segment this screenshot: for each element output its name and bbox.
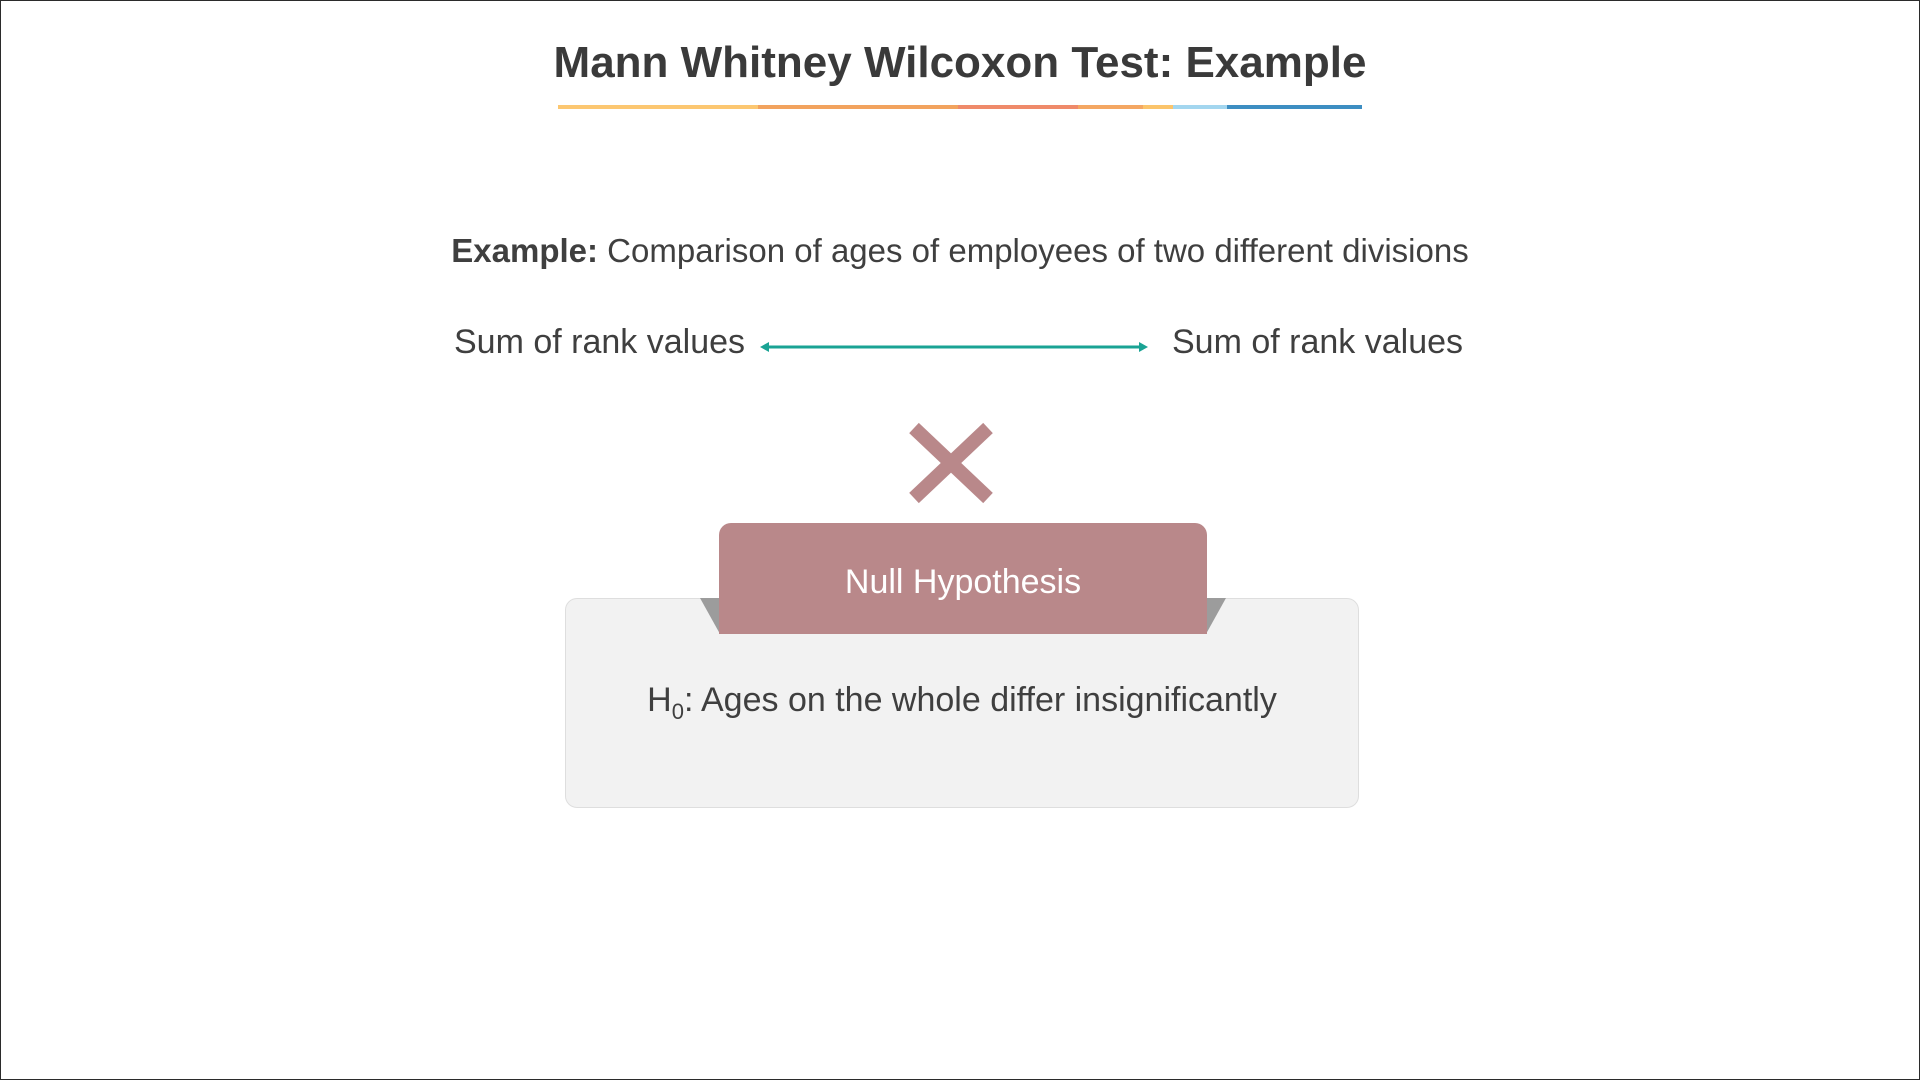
rank-sum-right-label: Sum of rank values <box>1172 323 1464 361</box>
hypothesis-subscript: 0 <box>671 699 684 724</box>
example-text: Comparison of ages of employees of two d… <box>598 232 1469 269</box>
title-underline <box>558 105 1362 109</box>
tab-fold-left <box>700 598 720 634</box>
rank-sum-left-label: Sum of rank values <box>454 323 746 361</box>
hypothesis-symbol: H <box>647 681 672 719</box>
underline-segment <box>1143 105 1173 109</box>
underline-segment <box>758 105 958 109</box>
tab-fold-right <box>1206 598 1226 634</box>
underline-segment <box>958 105 1078 109</box>
underline-segment <box>1173 105 1227 109</box>
underline-segment <box>1227 105 1362 109</box>
slide-title: Mann Whitney Wilcoxon Test: Example <box>553 38 1367 87</box>
example-label: Example: <box>451 232 599 269</box>
x-mark-icon <box>909 422 993 504</box>
underline-segment <box>1078 105 1143 109</box>
null-hypothesis-tab: Null Hypothesis <box>719 523 1207 634</box>
null-hypothesis-statement: H0: Ages on the whole differ insignifica… <box>565 681 1359 723</box>
example-line: Example: Comparison of ages of employees… <box>0 232 1920 270</box>
underline-segment <box>558 105 758 109</box>
hypothesis-text: : Ages on the whole differ insignificant… <box>683 681 1277 719</box>
double-arrow-icon <box>760 342 1148 352</box>
